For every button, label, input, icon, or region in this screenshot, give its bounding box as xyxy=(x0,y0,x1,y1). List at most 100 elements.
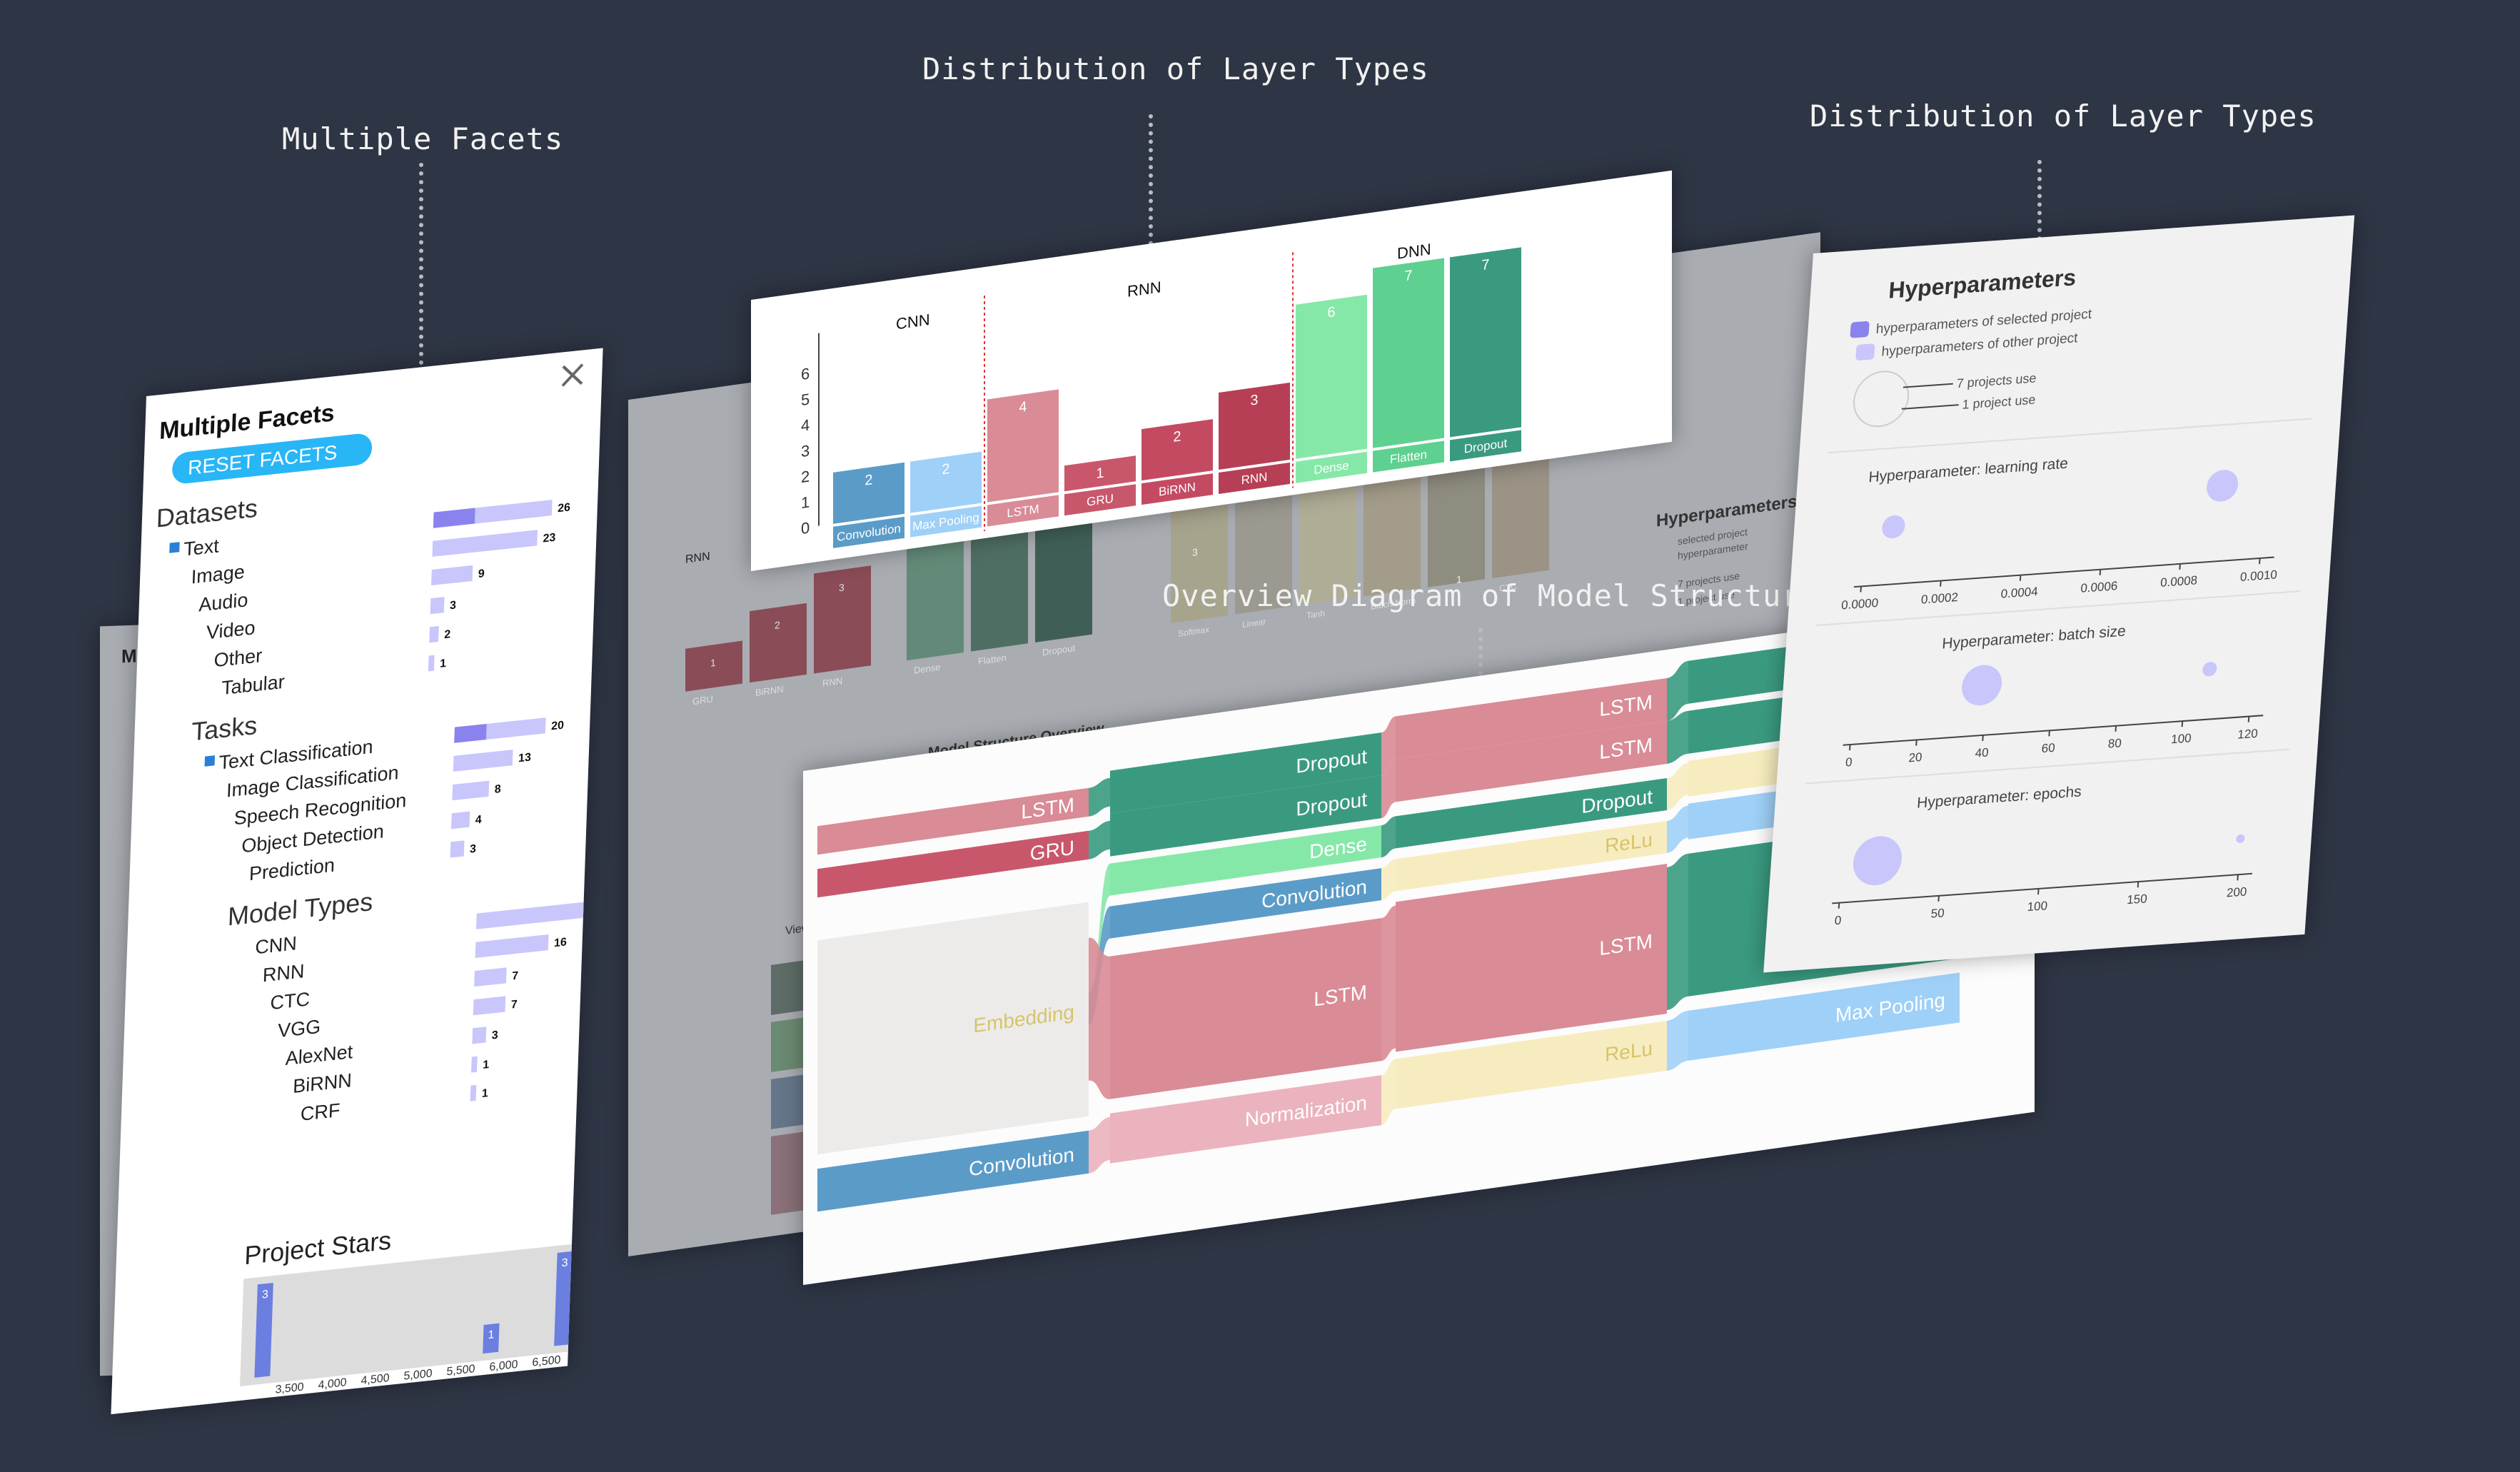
sankey-node[interactable] xyxy=(817,787,1089,855)
layer-bar[interactable] xyxy=(1296,294,1367,459)
hyper-tick xyxy=(1860,586,1862,593)
facet-item-label[interactable]: CNN xyxy=(255,932,298,958)
project-stars-area xyxy=(240,1244,572,1387)
facet-count: 7 xyxy=(510,998,518,1012)
hyper-lr-dot xyxy=(2207,470,2239,502)
sankey-node[interactable] xyxy=(1110,918,1381,1099)
layer-bar[interactable] xyxy=(910,451,982,513)
sankey-node[interactable] xyxy=(1396,677,1667,760)
layer-bar-value: 2 xyxy=(942,461,949,478)
facet-item-label[interactable]: BiRNN xyxy=(293,1069,353,1097)
hyper-epochs-title: Hyperparameter: epochs xyxy=(1916,783,2082,811)
hyper-tick xyxy=(2115,725,2117,732)
sankey-node[interactable] xyxy=(817,1130,1089,1212)
facet-item-label[interactable]: Text xyxy=(183,534,220,560)
stars-bar[interactable] xyxy=(554,1251,573,1346)
layer-bar-value: 3 xyxy=(1250,392,1258,408)
facet-item-label[interactable]: Prediction xyxy=(249,854,336,885)
facet-item-label[interactable]: Tabular xyxy=(221,670,286,699)
hyper-batch-axis xyxy=(1843,715,2264,746)
facet-count: 20 xyxy=(551,719,564,733)
stars-bar[interactable] xyxy=(254,1282,273,1378)
callout-line-facets xyxy=(419,163,423,520)
back-bar-name: Dropout xyxy=(1042,642,1076,657)
facet-item-label[interactable]: Other xyxy=(213,644,263,671)
facet-count: 1 xyxy=(482,1087,489,1100)
layer-bar[interactable] xyxy=(1141,419,1213,481)
sankey-node[interactable] xyxy=(1396,820,1667,892)
facet-count-bar xyxy=(473,996,506,1016)
hyper-epochs-dot xyxy=(2236,834,2245,843)
layer-bar[interactable] xyxy=(1450,247,1521,438)
divider xyxy=(1815,590,2301,627)
layer-bar[interactable] xyxy=(987,389,1059,503)
sankey-node[interactable] xyxy=(1110,1075,1381,1164)
hyper-tick-label: 200 xyxy=(2226,884,2247,899)
legend-swatch-selected xyxy=(1850,321,1870,338)
layer-bar[interactable] xyxy=(1064,455,1136,492)
facet-count-bar xyxy=(470,1084,477,1102)
sankey-node[interactable] xyxy=(1110,775,1381,857)
facet-item-label[interactable]: RNN xyxy=(262,959,305,986)
facet-item-label[interactable]: Video xyxy=(206,616,256,643)
callout-layer-distribution-right: Distribution of Layer Types xyxy=(1810,99,2317,133)
hyper-tick xyxy=(2181,721,2184,727)
callout-line-layer-top xyxy=(1149,114,1153,364)
facet-count: 1 xyxy=(440,657,447,670)
layer-bar-value: 2 xyxy=(865,472,872,488)
hyper-tick-label: 150 xyxy=(2127,892,2148,907)
facet-count-bar xyxy=(430,597,445,615)
sankey-node[interactable] xyxy=(1688,972,1960,1061)
back-bar-name: BiRNN xyxy=(755,683,784,698)
sankey-link xyxy=(1667,762,1688,810)
hyper-tick xyxy=(2099,569,2102,575)
facet-count-bar xyxy=(431,565,473,586)
project-stars-label: Project Stars xyxy=(244,1226,392,1271)
sankey-node[interactable] xyxy=(817,830,1089,898)
sankey-node[interactable] xyxy=(1110,825,1381,896)
hyper-tick xyxy=(1915,740,1917,746)
facet-item-label[interactable]: CRF xyxy=(300,1099,341,1125)
facet-checkbox[interactable] xyxy=(204,755,216,767)
facet-item-label[interactable]: CTC xyxy=(270,987,311,1014)
facet-count-bar xyxy=(475,934,549,958)
sankey-link xyxy=(1667,805,1688,853)
hyper-tick-label: 80 xyxy=(2107,736,2122,750)
hyper-tick-label: 120 xyxy=(2237,727,2259,742)
hyper-tick-label: 0 xyxy=(1834,914,1842,928)
facet-item-label[interactable]: Audio xyxy=(198,588,248,615)
facet-selected-bar xyxy=(433,508,475,528)
y-tick-label: 3 xyxy=(801,442,810,461)
sankey-node[interactable] xyxy=(1110,732,1381,814)
back-bar xyxy=(1235,492,1292,615)
sankey-node[interactable] xyxy=(1396,863,1667,1052)
back-bar xyxy=(750,603,807,683)
sankey-node[interactable] xyxy=(1396,1020,1667,1109)
sankey-node[interactable] xyxy=(1110,868,1381,939)
facet-checkbox[interactable] xyxy=(169,542,180,553)
sankey-node[interactable] xyxy=(1396,720,1667,802)
hyper-batch-dot xyxy=(1962,665,2002,706)
back-bar xyxy=(1364,473,1421,597)
stars-bar-label: 1 xyxy=(488,1328,495,1341)
facet-count-bar xyxy=(470,1056,478,1073)
facet-count-bar xyxy=(452,780,490,801)
multiple-facets-panel: Multiple Facets RESET FACETS Datasets Tex… xyxy=(111,348,603,1415)
layer-group-label: RNN xyxy=(1127,278,1161,301)
stars-tick: 6,500 xyxy=(532,1353,561,1369)
callout-multiple-facets: Multiple Facets xyxy=(282,121,564,156)
layer-bar[interactable] xyxy=(1219,382,1290,470)
layer-bar-label-box xyxy=(833,516,904,548)
facet-item-label[interactable]: AlexNet xyxy=(285,1040,353,1069)
stars-bar[interactable] xyxy=(483,1323,500,1354)
layer-bar-value: 1 xyxy=(1096,465,1104,482)
close-icon[interactable] xyxy=(561,363,584,387)
facet-count: 8 xyxy=(494,782,501,796)
layer-bar[interactable] xyxy=(1373,258,1444,448)
sankey-node[interactable] xyxy=(1396,777,1667,849)
facet-item-label[interactable]: VGG xyxy=(278,1015,321,1042)
back-bar-label: 3 xyxy=(839,581,845,593)
layer-bar[interactable] xyxy=(833,462,904,524)
facet-item-label[interactable]: Image xyxy=(191,560,245,588)
sankey-node[interactable] xyxy=(817,902,1089,1155)
